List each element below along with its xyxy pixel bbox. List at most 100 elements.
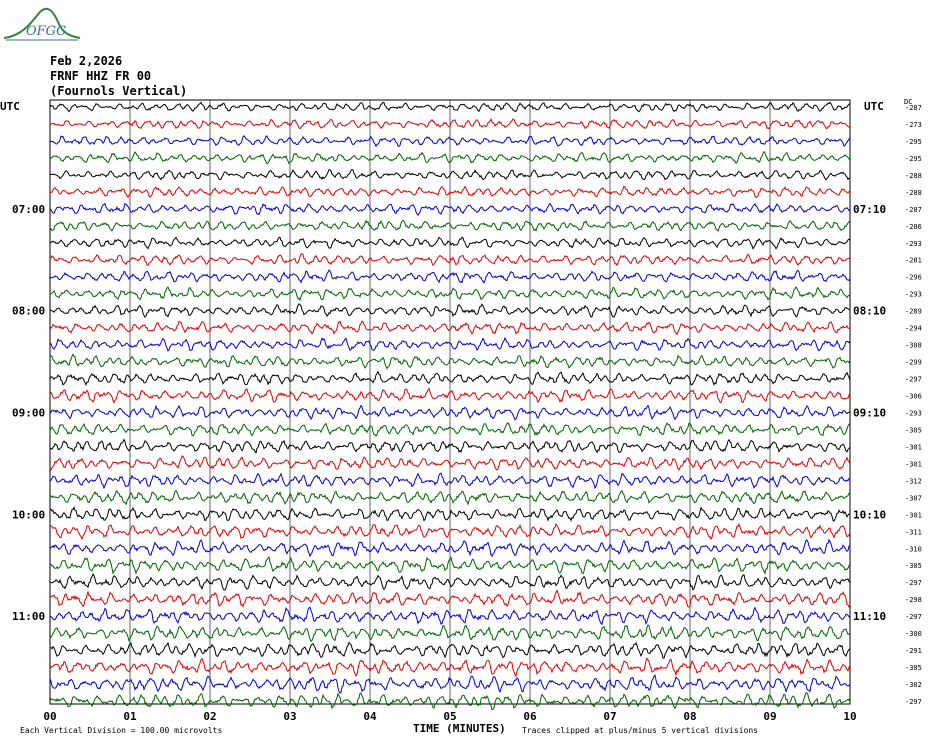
dc-offset-label: -273 [905,121,922,129]
dc-offset-label: -288 [905,189,922,197]
trace-line [49,353,851,370]
trace-line [49,219,851,233]
dc-offset-label: -281 [905,257,922,265]
dc-offset-label: -312 [905,477,922,485]
trace-line [49,370,851,386]
x-tick-label: 09 [763,710,776,723]
trace-line [49,556,851,575]
trace-line [49,135,851,148]
x-tick-label: 08 [683,710,696,723]
dc-offset-label: -305 [905,562,922,570]
trace-line [49,202,851,216]
trace-line [49,692,851,710]
trace-line [49,320,851,336]
dc-offset-label: -287 [905,206,922,214]
dc-offset-label: -288 [905,172,922,180]
dc-offset-label: -301 [905,443,922,451]
trace-line [49,336,851,352]
dc-offset-label: -289 [905,308,922,316]
right-hour-label: 11:10 [853,610,886,623]
logo-text: OFGC [26,24,67,39]
x-tick-label: 04 [363,710,377,723]
x-tick-label: 02 [203,710,216,723]
right-utc-label: UTC [864,100,884,113]
x-tick-label: 10 [843,710,856,723]
dc-offset-label: -300 [905,630,922,638]
x-tick-label: 00 [43,710,56,723]
dc-offset-label: -305 [905,664,922,672]
left-hour-label: 07:00 [12,203,45,216]
trace-line [49,641,851,659]
dc-offset-label: -301 [905,460,922,468]
mountain-logo-icon [3,7,81,41]
trace-line [49,286,851,302]
right-hour-label: 10:10 [853,508,886,521]
right-hour-label: 09:10 [853,406,886,419]
trace-line [49,522,851,541]
dc-offset-label: -294 [905,325,922,333]
trace-line [49,101,851,113]
trace-line [49,506,851,522]
dc-offset-label: -293 [905,291,922,299]
dc-offset-label: -298 [905,596,922,604]
trace-line [49,303,850,318]
dc-offset-label: -305 [905,426,922,434]
x-tick-label: 07 [603,710,616,723]
trace-line [49,657,851,678]
dc-offset-label: -297 [905,376,922,384]
trace-line [49,185,851,199]
trace-line [49,118,851,130]
dc-offset-label: -299 [905,359,922,367]
left-hour-label: 09:00 [12,406,45,419]
left-hour-label: 11:00 [12,610,45,623]
dc-offset-label: -297 [905,579,922,587]
dc-offset-label: -293 [905,409,922,417]
dc-offset-label: -308 [905,342,922,350]
dc-label: DC [904,98,913,106]
trace-line [49,606,851,626]
x-tick-label: 01 [123,710,137,723]
trace-line [49,674,851,694]
trace-line [49,150,851,165]
left-hour-label: 10:00 [12,508,45,521]
dc-offset-label: -311 [905,528,922,536]
right-hour-label: 07:10 [853,203,886,216]
dc-offset-label: -287 [905,104,922,112]
dc-offset-label: -286 [905,223,922,231]
x-tick-label: 06 [523,710,537,723]
trace-line [49,168,850,181]
dc-offset-label: -306 [905,393,922,401]
trace-line [49,438,851,454]
dc-offset-label: -297 [905,698,922,706]
trace-line [50,573,851,591]
left-utc-label: UTC [0,100,20,113]
station-code: FRNF HHZ FR 00 [50,69,152,83]
trace-line [49,387,851,404]
right-hour-label: 08:10 [853,305,886,318]
trace-line [49,269,851,284]
trace-line [49,589,851,609]
dc-offset-label: -295 [905,138,922,146]
scale-note: Each Vertical Division = 100.00 microvol… [20,726,223,735]
logo: OFGC [2,2,82,42]
trace-line [49,489,851,506]
trace-line [49,421,851,437]
dc-offset-label: -310 [905,545,922,553]
trace-line [49,236,851,250]
chart-date: Feb 2,2026 [50,54,123,68]
x-axis-title: TIME (MINUTES) [413,722,506,735]
dc-offset-label: -291 [905,647,922,655]
station-location: (Fournols Vertical) [50,84,188,98]
trace-line [49,538,851,558]
left-hour-label: 08:00 [12,305,45,318]
dc-offset-label: -295 [905,155,922,163]
x-tick-label: 03 [283,710,296,723]
x-tick-label: 05 [443,710,456,723]
clip-note: Traces clipped at plus/minus 5 vertical … [522,726,759,735]
dc-offset-label: -302 [905,681,922,689]
dc-offset-label: -296 [905,274,922,282]
trace-line [49,624,851,643]
trace-line [49,252,851,267]
dc-offset-label: -307 [905,494,922,502]
